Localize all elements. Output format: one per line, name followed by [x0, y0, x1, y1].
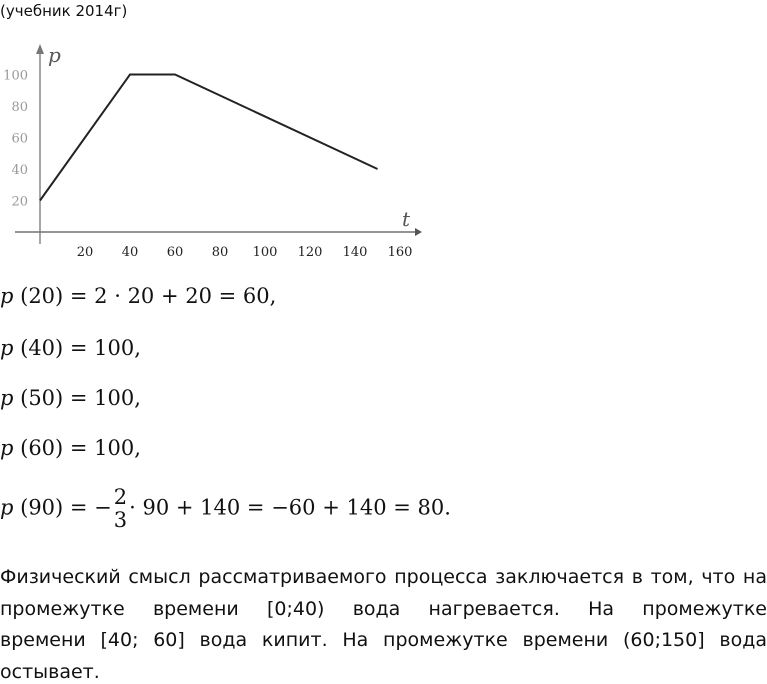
- formula-suffix: · 90 + 140 = −60 + 140 = 80.: [129, 495, 451, 520]
- x-tick-label: 120: [298, 245, 323, 260]
- y-tick-label: 100: [3, 69, 28, 84]
- formula-text: (20) = 2 · 20 + 20 = 60,: [13, 284, 277, 308]
- formula-text: (40) = 100,: [13, 336, 141, 360]
- formula-p20: p (20) = 2 · 20 + 20 = 60,: [0, 284, 276, 308]
- x-tick-label: 40: [122, 245, 139, 260]
- paragraph-line: остывает.: [0, 661, 100, 683]
- formula-p50: p (50) = 100,: [0, 386, 141, 410]
- paragraph-line: Физический смысл рассматриваемого процес…: [0, 566, 767, 588]
- y-axis-arrow: [36, 44, 44, 54]
- function-name: p: [0, 436, 14, 460]
- function-name: p: [0, 336, 14, 360]
- y-tick-label: 60: [11, 132, 28, 147]
- x-axis-arrow: [415, 228, 422, 236]
- x-tick-label: 20: [77, 245, 94, 260]
- y-tick-label: 20: [11, 195, 28, 210]
- y-tick-label: 80: [11, 100, 28, 115]
- function-name: p: [0, 386, 14, 410]
- denominator: 3: [113, 508, 128, 533]
- caption: (учебник 2014г): [0, 2, 128, 20]
- x-tick-label: 100: [253, 245, 278, 260]
- x-axis-label: t: [402, 207, 411, 231]
- paragraph-line: времени [40; 60] вода кипит. На промежут…: [0, 629, 767, 651]
- formula-text: (50) = 100,: [13, 386, 141, 410]
- x-tick-label: 160: [388, 245, 413, 260]
- numerator: 2: [113, 485, 128, 509]
- paragraph-line: промежутке времени [0;40) вода нагревает…: [0, 598, 767, 620]
- y-axis-label: p: [48, 43, 61, 67]
- formula-p90: p (90) = −2 3 · 90 + 140 = −60 + 140 = 80.: [0, 485, 451, 533]
- formula-p60: p (60) = 100,: [0, 436, 141, 460]
- formula-prefix: (90) = −: [13, 495, 112, 520]
- function-name: p: [0, 495, 14, 520]
- x-tick-label: 80: [212, 245, 229, 260]
- function-name: p: [0, 284, 14, 308]
- data-line: [39, 73, 378, 202]
- temperature-chart: t p 20 40 60 80 100 120 140 160 20 40 60 80 100: [3, 43, 422, 260]
- formula-text: (60) = 100,: [13, 436, 141, 460]
- x-tick-label: 140: [343, 245, 368, 260]
- y-tick-label: 40: [11, 163, 28, 178]
- x-tick-label: 60: [167, 245, 184, 260]
- formula-p40: p (40) = 100,: [0, 336, 141, 360]
